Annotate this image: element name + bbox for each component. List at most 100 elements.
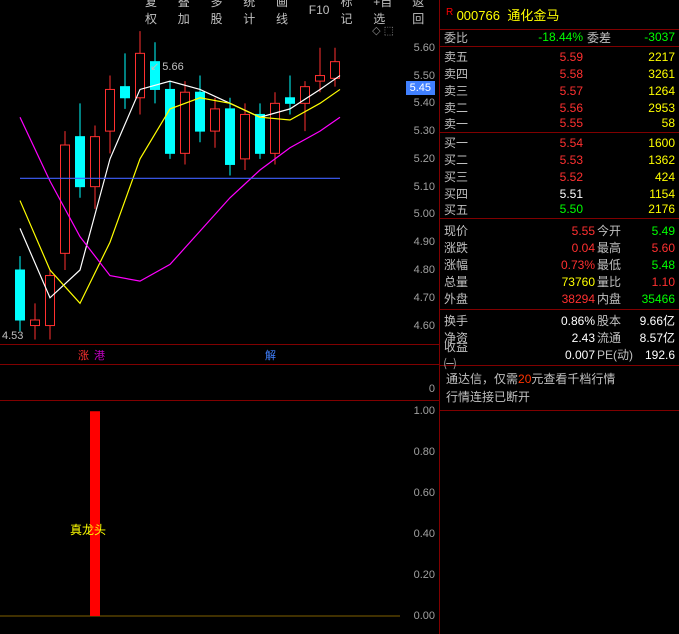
y-tick: 4.90 xyxy=(414,236,435,248)
ob-price: 5.57 xyxy=(474,84,583,98)
stock-code: 000766 xyxy=(457,8,500,23)
order-row[interactable]: 买三5.52 424 xyxy=(440,168,679,185)
ob-price: 5.50 xyxy=(474,202,583,216)
y-tick: 5.50 xyxy=(414,70,435,82)
stat-row: 外盘38294内盘35466 xyxy=(444,290,675,307)
right-panel: R 000766 通化金马 委比 -18.44% 委差 -3037 卖五5.59… xyxy=(440,0,679,634)
ob-price: 5.51 xyxy=(474,187,583,201)
ob-lbl: 买二 xyxy=(444,151,474,168)
indicator-canvas xyxy=(0,401,400,634)
ratio-label: 委比 xyxy=(444,29,474,46)
ob-price: 5.55 xyxy=(474,116,583,130)
y-tick: 5.00 xyxy=(414,208,435,220)
order-row[interactable]: 卖五5.59 2217 xyxy=(440,48,679,65)
menu-5[interactable]: F10 xyxy=(304,3,335,17)
y-tick: 5.30 xyxy=(414,125,435,137)
ind-y-tick: 0.20 xyxy=(414,569,435,581)
order-row[interactable]: 卖四5.58 3261 xyxy=(440,65,679,82)
ob-price: 5.58 xyxy=(474,67,583,81)
order-row[interactable]: 买二5.53 1362 xyxy=(440,151,679,168)
msg-line-1: 通达信，仅需20元查看千档行情 xyxy=(446,370,673,388)
ratio-value: -18.44% xyxy=(474,30,583,44)
ob-vol: 58 xyxy=(625,116,675,130)
y-tick: 5.10 xyxy=(414,181,435,193)
ob-vol: 3261 xyxy=(625,67,675,81)
ob-vol: 2953 xyxy=(625,101,675,115)
bottom-label: 涨 xyxy=(78,347,89,363)
stat-row: 净资2.43流通8.57亿 xyxy=(444,329,675,346)
ob-vol: 1154 xyxy=(625,187,675,201)
ind-y-tick: 1.00 xyxy=(414,405,435,417)
indicator-label: 真龙头 xyxy=(70,521,106,538)
chart-y-axis: 5.60 5.50 5.40 5.30 5.20 5.10 5.00 4.90 4.80 4.70… xyxy=(399,20,439,345)
stat-row: 换手0.86%股本9.66亿 xyxy=(444,312,675,329)
ob-price: 5.59 xyxy=(474,50,583,64)
chart-canvas xyxy=(0,20,400,345)
ob-vol: 1600 xyxy=(625,136,675,150)
ind-y-tick: 0.40 xyxy=(414,528,435,540)
stock-header[interactable]: R 000766 通化金马 xyxy=(440,0,679,30)
bottom-label: 港 xyxy=(94,347,105,363)
diff-value: -3037 xyxy=(625,30,675,44)
mid-tick: 0 xyxy=(429,383,435,395)
bottom-label: 解 xyxy=(265,347,276,363)
order-row[interactable]: 买一5.54 1600 xyxy=(440,134,679,151)
ob-lbl: 买一 xyxy=(444,134,474,151)
stat-row: 总量73760量比1.10 xyxy=(444,273,675,290)
current-price-tag: 5.45 xyxy=(406,81,435,95)
y-tick: 5.60 xyxy=(414,42,435,54)
order-ratio-row: 委比 -18.44% 委差 -3037 xyxy=(440,30,679,47)
ob-vol: 2176 xyxy=(625,202,675,216)
order-book: 委比 -18.44% 委差 -3037 卖五5.59 2217 卖四5.58 3261… xyxy=(440,30,679,219)
left-panel: 复权叠加多股统计画线F10标记+自选返回 5.60 5.50 5.40 5.30 5.2… xyxy=(0,0,440,634)
ob-price: 5.52 xyxy=(474,170,583,184)
ind-y-tick: 0.60 xyxy=(414,487,435,499)
stat-row: 涨跌0.04最高5.60 xyxy=(444,239,675,256)
order-row[interactable]: 买四5.51 1154 xyxy=(440,185,679,202)
ob-lbl: 卖二 xyxy=(444,99,474,116)
ob-vol: 424 xyxy=(625,170,675,184)
stat-row: 收益㈠0.007PE(动)192.6 xyxy=(444,346,675,363)
price-annotation: ↙ 5.66 xyxy=(150,60,184,73)
bottom-labels: 涨港 解 xyxy=(0,345,439,365)
ob-lbl: 买五 xyxy=(444,201,474,218)
y-tick: 5.40 xyxy=(414,97,435,109)
ob-lbl: 买三 xyxy=(444,168,474,185)
mid-strip: 0 xyxy=(0,365,439,401)
candlestick-chart[interactable]: 5.60 5.50 5.40 5.30 5.20 5.10 5.00 4.90 4.80 4.70… xyxy=(0,20,439,345)
ob-vol: 1362 xyxy=(625,153,675,167)
order-row[interactable]: 买五5.50 2176 xyxy=(440,202,679,219)
ob-vol: 2217 xyxy=(625,50,675,64)
ob-price: 5.54 xyxy=(474,136,583,150)
ob-lbl: 卖三 xyxy=(444,82,474,99)
ob-vol: 1264 xyxy=(625,84,675,98)
stat-row: 涨幅0.73%最低5.48 xyxy=(444,256,675,273)
stock-sup: R xyxy=(446,7,453,18)
y-tick: 4.80 xyxy=(414,264,435,276)
low-label: 4.53 xyxy=(2,330,23,342)
stats-block-1: 现价5.55今开5.49涨跌0.04最高5.60涨幅0.73%最低5.48总量7… xyxy=(440,220,679,310)
ind-y-tick: 0.80 xyxy=(414,446,435,458)
ob-lbl: 卖一 xyxy=(444,115,474,132)
ob-lbl: 卖四 xyxy=(444,65,474,82)
ob-lbl: 卖五 xyxy=(444,48,474,65)
order-row[interactable]: 卖二5.56 2953 xyxy=(440,99,679,116)
order-row[interactable]: 卖三5.57 1264 xyxy=(440,82,679,99)
chart-tool-icons[interactable]: ◇ ⬚ xyxy=(372,24,394,37)
ob-price: 5.56 xyxy=(474,101,583,115)
indicator-chart[interactable]: 1.00 0.80 0.60 0.40 0.20 0.00 真龙头 xyxy=(0,401,439,634)
order-row[interactable]: 卖一5.55 58 xyxy=(440,116,679,133)
menu-bar: 复权叠加多股统计画线F10标记+自选返回 xyxy=(0,0,439,20)
ob-price: 5.53 xyxy=(474,153,583,167)
diff-label: 委差 xyxy=(587,29,625,46)
stock-name: 通化金马 xyxy=(507,8,559,23)
ob-lbl: 买四 xyxy=(444,185,474,202)
y-tick: 4.70 xyxy=(414,292,435,304)
msg-line-2: 行情连接已断开 xyxy=(446,388,673,406)
y-tick: 4.60 xyxy=(414,320,435,332)
y-tick: 5.20 xyxy=(414,153,435,165)
stats-block-2: 换手0.86%股本9.66亿净资2.43流通8.57亿收益㈠0.007PE(动)… xyxy=(440,310,679,366)
ind-y-tick: 0.00 xyxy=(414,610,435,622)
message-area: 通达信，仅需20元查看千档行情 行情连接已断开 xyxy=(440,366,679,411)
stat-row: 现价5.55今开5.49 xyxy=(444,222,675,239)
